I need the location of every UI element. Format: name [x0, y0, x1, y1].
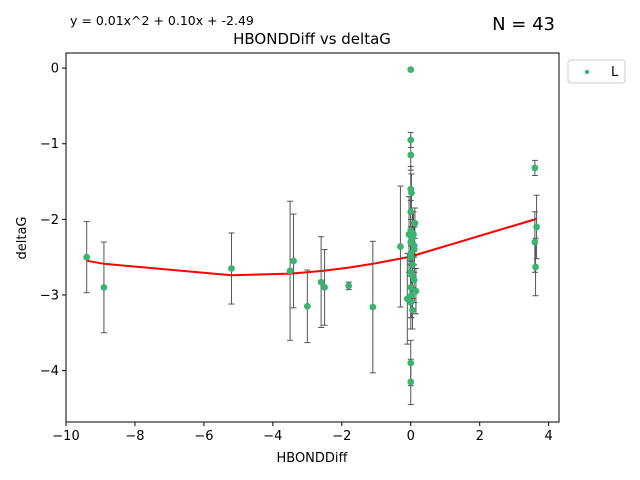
- x-tick-label: 2: [476, 429, 484, 444]
- data-point: [411, 219, 419, 227]
- data-point: [407, 249, 415, 257]
- data-point: [369, 303, 377, 311]
- data-point: [408, 189, 415, 197]
- data-point: [531, 164, 539, 172]
- fit-line: [86, 217, 537, 277]
- x-tick-label: −10: [52, 429, 79, 444]
- data-point: [397, 243, 404, 250]
- data-point: [290, 257, 297, 265]
- legend-label: L: [611, 65, 619, 80]
- x-ticks: −10 −8 −6 −4 −2 0 2 4: [52, 422, 553, 444]
- legend-box: [567, 59, 626, 84]
- data-point: [407, 66, 415, 74]
- x-tick-label: −4: [263, 429, 282, 444]
- data-point: [228, 265, 235, 272]
- data-point: [410, 242, 418, 250]
- legend: L: [567, 59, 626, 84]
- data-point: [531, 238, 539, 246]
- data-point: [407, 151, 415, 159]
- data-point: [407, 208, 415, 216]
- chart-title: HBONDDiff vs deltaG: [233, 30, 391, 48]
- data-point: [407, 299, 415, 306]
- fit-curve: [86, 217, 537, 277]
- data-point: [409, 272, 416, 280]
- data-point: [83, 253, 91, 261]
- x-tick-label: 4: [545, 429, 553, 444]
- data-point: [100, 284, 108, 291]
- y-ticks: 0 −1 −2 −3 −4: [40, 62, 66, 379]
- data-point: [412, 287, 420, 295]
- x-axis-label: HBONDDiff: [276, 451, 348, 466]
- data-points: [83, 66, 540, 386]
- x-tick-label: −6: [194, 429, 213, 444]
- x-tick-label: 0: [407, 429, 415, 444]
- data-point: [317, 278, 325, 286]
- data-point: [410, 231, 417, 238]
- fit-equation: y = 0.01x^2 + 0.10x + -2.49: [70, 13, 254, 28]
- data-point: [407, 378, 415, 386]
- y-tick-label: −4: [40, 364, 59, 379]
- y-tick-label: −1: [40, 137, 59, 152]
- data-point: [532, 263, 539, 271]
- y-tick-label: −3: [40, 288, 59, 303]
- y-axis-label: deltaG: [15, 217, 30, 260]
- data-point: [303, 302, 311, 310]
- data-point: [407, 359, 415, 367]
- data-point: [408, 291, 415, 299]
- data-point: [345, 282, 353, 290]
- data-point: [407, 284, 415, 291]
- y-tick-label: −2: [40, 213, 59, 228]
- data-point: [409, 306, 416, 314]
- data-point: [407, 136, 415, 144]
- x-tick-label: −2: [332, 429, 351, 444]
- data-point: [321, 284, 328, 291]
- x-tick-label: −8: [125, 429, 144, 444]
- data-point: [409, 261, 416, 269]
- plot-frame: [65, 52, 560, 423]
- data-point: [286, 267, 294, 275]
- n-count: N = 43: [492, 14, 555, 35]
- legend-marker: [584, 69, 590, 75]
- y-tick-label: 0: [51, 62, 59, 77]
- data-point: [533, 223, 540, 231]
